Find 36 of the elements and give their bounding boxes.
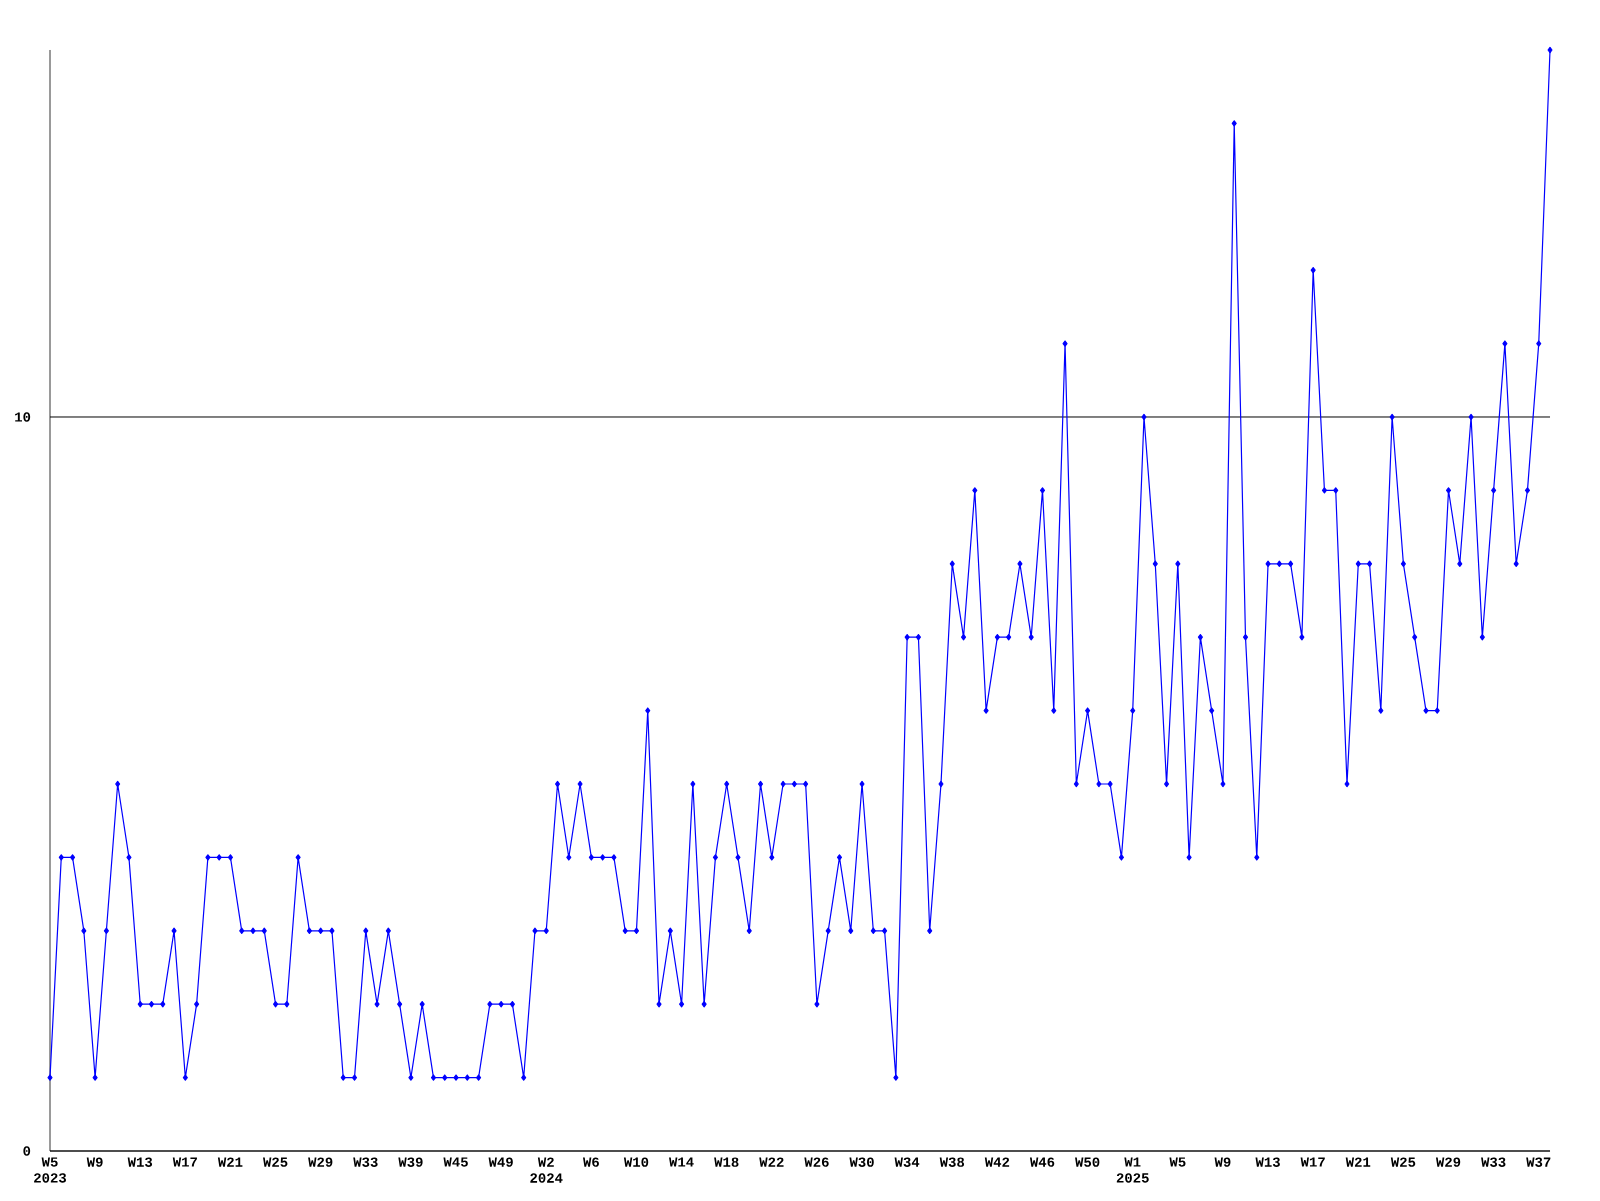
x-tick-label: W29 bbox=[1435, 1157, 1461, 1167]
x-tick-label: W25 bbox=[263, 1157, 288, 1167]
x-tick-label: W6 bbox=[582, 1157, 599, 1167]
x-tick-label: W9 bbox=[1214, 1157, 1231, 1167]
x-tick-label: W25 bbox=[1390, 1157, 1416, 1167]
x-tick-label: W21 bbox=[217, 1157, 243, 1167]
x-tick-label: W38 bbox=[939, 1157, 965, 1167]
x-tick-label: W5 bbox=[1169, 1157, 1186, 1167]
x-tick-label: W21 bbox=[1345, 1157, 1371, 1167]
x-tick-label: W18 bbox=[714, 1157, 739, 1167]
x-tick-label: W39 bbox=[398, 1157, 423, 1167]
x-tick-label: W33 bbox=[353, 1157, 378, 1167]
x-tick-label: W5 2023 bbox=[34, 1157, 67, 1183]
x-tick-label: W50 bbox=[1075, 1157, 1100, 1167]
x-tick-label: W37 bbox=[1526, 1157, 1551, 1167]
x-tick-label: W1 2025 bbox=[1116, 1157, 1149, 1183]
x-tick-label: W34 bbox=[894, 1157, 920, 1167]
x-tick-label: W26 bbox=[804, 1157, 829, 1167]
x-tick-label: W30 bbox=[849, 1157, 874, 1167]
x-tick-label: W49 bbox=[488, 1157, 513, 1167]
y-tick-label: 10 bbox=[15, 412, 31, 422]
x-tick-label: W9 bbox=[86, 1157, 103, 1167]
y-tick-label: 0 bbox=[23, 1146, 31, 1156]
x-tick-label: W17 bbox=[172, 1157, 197, 1167]
x-tick-label: W10 bbox=[623, 1157, 649, 1167]
x-tick-label: W45 bbox=[443, 1157, 468, 1167]
x-tick-label: W22 bbox=[759, 1157, 784, 1167]
x-tick-label: W42 bbox=[984, 1157, 1010, 1167]
x-tick-label: W33 bbox=[1481, 1157, 1506, 1167]
x-tick-label: W2 2024 bbox=[530, 1157, 563, 1183]
x-tick-label: W29 bbox=[308, 1157, 333, 1167]
x-tick-label: W14 bbox=[669, 1157, 694, 1167]
x-tick-label: W13 bbox=[127, 1157, 153, 1167]
x-tick-label: W46 bbox=[1029, 1157, 1055, 1167]
x-tick-label: W17 bbox=[1300, 1157, 1325, 1167]
x-tick-label: W13 bbox=[1255, 1157, 1280, 1167]
